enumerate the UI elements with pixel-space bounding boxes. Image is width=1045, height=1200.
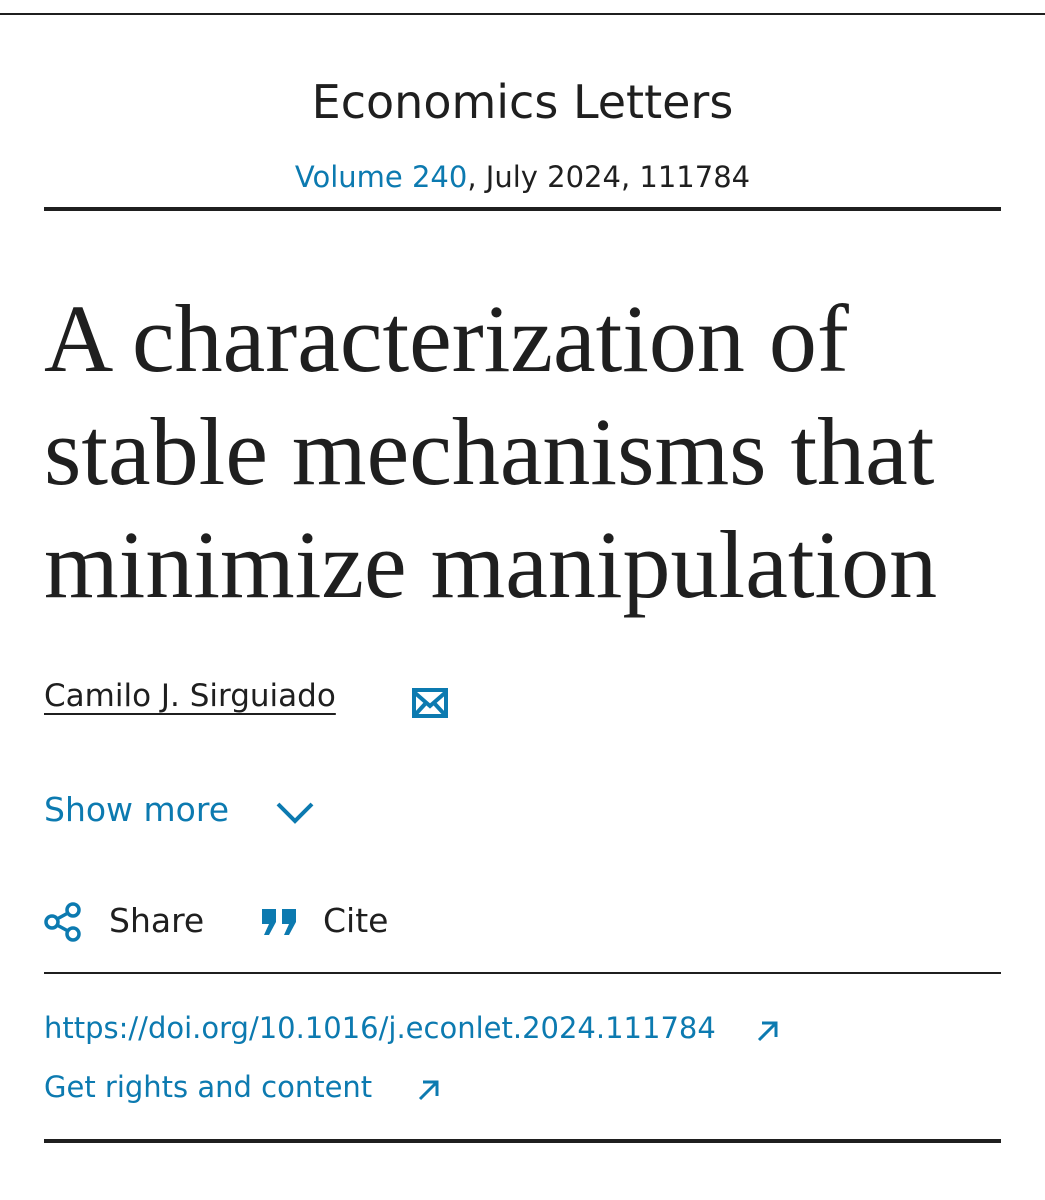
external-icon[interactable] bbox=[417, 1078, 441, 1102]
cite-icon[interactable] bbox=[260, 907, 300, 937]
doi-link[interactable]: https://doi.org/10.1016/j.econlet.2024.1… bbox=[44, 1011, 716, 1045]
external-icon[interactable] bbox=[756, 1019, 780, 1043]
chevron-icon[interactable] bbox=[275, 800, 315, 826]
rights-link[interactable]: Get rights and content bbox=[44, 1070, 373, 1104]
article-title: A characterization of stable mechanisms … bbox=[44, 282, 937, 621]
show-more[interactable]: Show more bbox=[44, 790, 230, 829]
issue-line: Volume 240, July 2024, 111784 bbox=[0, 158, 1045, 196]
top-rule bbox=[0, 13, 1045, 15]
header-rule bbox=[44, 207, 1001, 211]
share-icon[interactable] bbox=[44, 902, 84, 942]
title-line: minimize manipulation bbox=[44, 511, 938, 618]
email-icon[interactable] bbox=[412, 688, 448, 718]
share-button[interactable]: Share bbox=[109, 901, 205, 940]
title-line: A characterization of bbox=[44, 285, 849, 392]
issue-info: , July 2024, 111784 bbox=[467, 160, 751, 194]
volume-link[interactable]: Volume 240 bbox=[294, 160, 468, 194]
author-link[interactable]: Camilo J. Sirguiado bbox=[44, 678, 336, 714]
cite-button[interactable]: Cite bbox=[323, 901, 389, 940]
actions-rule bbox=[44, 972, 1001, 974]
title-line: stable mechanisms that bbox=[44, 398, 935, 505]
journal-title[interactable]: Economics Letters bbox=[311, 75, 734, 129]
bottom-rule bbox=[44, 1139, 1001, 1143]
